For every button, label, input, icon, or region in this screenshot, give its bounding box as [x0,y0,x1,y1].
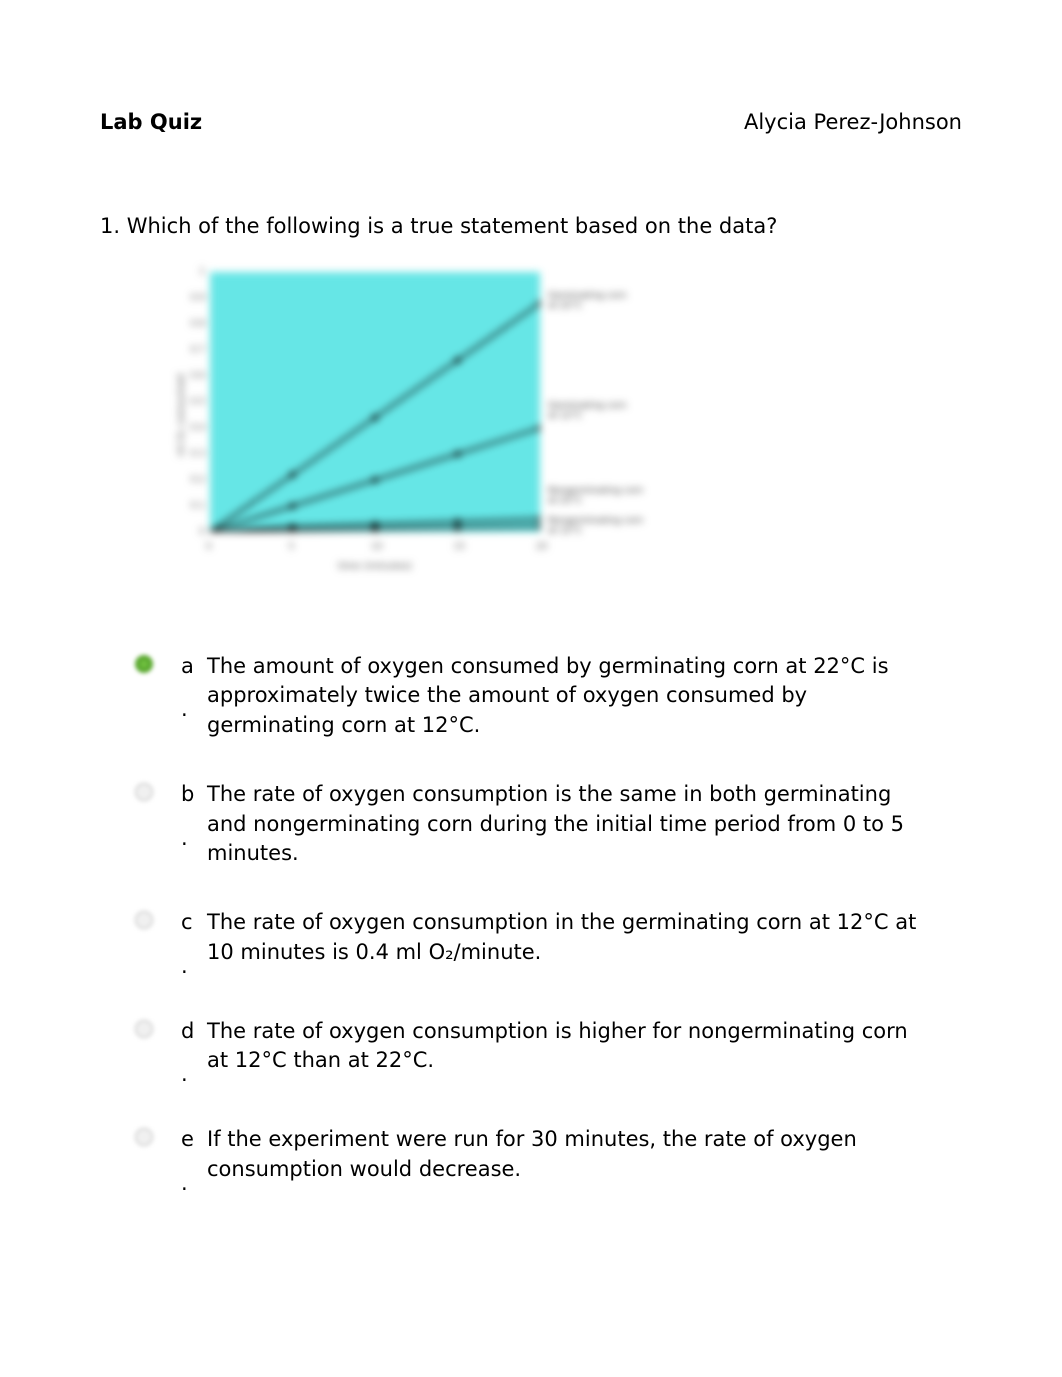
legend-item: Germinating corn at 22°C [548,292,627,312]
answer-letter: c [181,908,193,937]
y-tick: 0.1 [185,501,205,511]
answer-letter-wrap: d. [181,1017,201,1085]
question-number: 1. [100,214,120,238]
answer-letter-wrap: e. [181,1125,201,1193]
x-axis-label: time (minutes) [210,561,540,572]
answer-option[interactable]: d.The rate of oxygen consumption is high… [135,1017,962,1085]
question-body: Which of the following is a true stateme… [127,214,778,238]
radio-button[interactable] [135,655,153,673]
legend-item: Nongerminating corn at 12°C [548,517,643,537]
student-name: Alycia Perez-Johnson [744,110,962,134]
answer-period: . [181,699,188,720]
answer-body: e.If the experiment were run for 30 minu… [181,1125,927,1193]
y-axis-label: ml O₂ consumed [176,374,187,457]
answer-text: If the experiment were run for 30 minute… [207,1125,927,1184]
answer-body: b.The rate of oxygen consumption is the … [181,780,927,868]
answer-option[interactable]: e.If the experiment were run for 30 minu… [135,1125,962,1193]
answer-text: The rate of oxygen consumption is the sa… [207,780,927,868]
y-tick: 0.6 [185,371,205,381]
answer-text: The rate of oxygen consumption in the ge… [207,908,927,967]
y-tick: 0 [185,527,205,537]
page-title: Lab Quiz [100,110,202,134]
chart-container: ml O₂ consumed time (minutes) Germinatin… [150,262,962,582]
y-tick: 0.8 [185,319,205,329]
radio-button[interactable] [135,783,153,801]
answer-list: a.The amount of oxygen consumed by germi… [135,652,962,1194]
page-container: Lab Quiz Alycia Perez-Johnson 1. Which o… [0,0,1062,1294]
answer-letter-wrap: a. [181,652,201,720]
y-tick: 0.9 [185,293,205,303]
answer-option[interactable]: b.The rate of oxygen consumption is the … [135,780,962,868]
legend-item: Germinating corn at 12°C [548,402,627,422]
y-tick: 0.2 [185,475,205,485]
answer-body: d.The rate of oxygen consumption is high… [181,1017,927,1085]
answer-period: . [181,1064,188,1085]
answer-text: The amount of oxygen consumed by germina… [207,652,927,740]
x-tick: 0 [206,542,212,552]
legend-item: Nongerminating corn at 22°C [548,487,643,507]
answer-letter: e [181,1125,194,1154]
answer-letter: d [181,1017,194,1046]
y-tick: 0.3 [185,449,205,459]
answer-period: . [181,828,188,849]
answer-body: a.The amount of oxygen consumed by germi… [181,652,927,740]
radio-button[interactable] [135,1020,153,1038]
plot-area [210,272,540,532]
answer-letter-wrap: c. [181,908,201,976]
y-tick: 1 [185,267,205,277]
question-text: 1. Which of the following is a true stat… [100,214,962,238]
radio-button[interactable] [135,1128,153,1146]
x-tick: 5 [289,542,295,552]
x-tick: 10 [371,542,382,552]
y-tick: 0.7 [185,345,205,355]
radio-button[interactable] [135,911,153,929]
answer-period: . [181,956,188,977]
answer-option[interactable]: a.The amount of oxygen consumed by germi… [135,652,962,740]
answer-letter: b [181,780,194,809]
header-row: Lab Quiz Alycia Perez-Johnson [100,110,962,134]
answer-period: . [181,1173,188,1194]
oxygen-chart: ml O₂ consumed time (minutes) Germinatin… [150,262,650,582]
answer-body: c.The rate of oxygen consumption in the … [181,908,927,976]
answer-letter: a [181,652,194,681]
x-tick: 20 [536,542,547,552]
y-tick: 0.4 [185,423,205,433]
x-tick: 15 [454,542,465,552]
y-tick: 0.5 [185,397,205,407]
answer-letter-wrap: b. [181,780,201,848]
chart-svg [210,272,540,532]
answer-option[interactable]: c.The rate of oxygen consumption in the … [135,908,962,976]
answer-text: The rate of oxygen consumption is higher… [207,1017,927,1076]
